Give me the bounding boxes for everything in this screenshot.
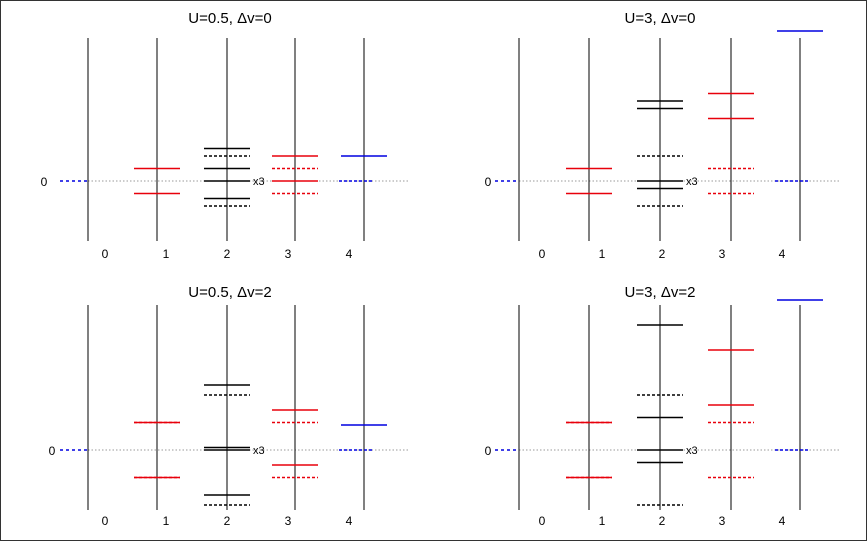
x-tick-label: 0 (539, 514, 546, 528)
panel-title: U=3, Δv=2 (625, 284, 696, 301)
x-tick-label: 4 (779, 247, 786, 261)
x-tick-label: 2 (659, 514, 666, 528)
x-tick-label: 0 (102, 514, 109, 528)
x-tick-label: 1 (163, 247, 170, 261)
panel-u05-dv0: U=0.5, Δv=0 0 0 1 2 3 4 x3 (41, 10, 410, 261)
panel-title: U=3, Δv=0 (625, 10, 696, 27)
x-tick-labels: 0 1 2 3 4 (539, 247, 786, 261)
x-tick-labels: 0 1 2 3 4 (539, 514, 786, 528)
x-tick-label: 4 (779, 514, 786, 528)
x-tick-label: 1 (599, 514, 606, 528)
panel-title: U=0.5, Δv=0 (188, 10, 271, 27)
x-tick-label: 2 (224, 514, 231, 528)
x-tick-label: 2 (224, 247, 231, 261)
x-tick-label: 3 (285, 247, 292, 261)
x-tick-label: 3 (719, 247, 726, 261)
x-tick-label: 1 (599, 247, 606, 261)
x-tick-label: 1 (163, 514, 170, 528)
zero-label: 0 (49, 444, 56, 458)
x-tick-label: 4 (346, 247, 353, 261)
panel-u3-dv0: U=3, Δv=0 0 0 1 2 3 4 x3 (485, 10, 840, 261)
x-tick-label: 3 (719, 514, 726, 528)
panel-u3-dv2: U=3, Δv=2 0 0 1 2 3 4 x3 (485, 284, 840, 528)
degeneracy-label: x3 (253, 445, 265, 457)
panel-u05-dv2: U=0.5, Δv=2 0 0 1 2 3 4 x3 (49, 284, 410, 528)
zero-label: 0 (485, 175, 492, 189)
panel-title: U=0.5, Δv=2 (188, 284, 271, 301)
x-tick-labels: 0 1 2 3 4 (102, 514, 353, 528)
zero-label: 0 (41, 175, 48, 189)
x-tick-label: 3 (285, 514, 292, 528)
x-tick-label: 0 (102, 247, 109, 261)
zero-label: 0 (485, 444, 492, 458)
degeneracy-label: x3 (686, 445, 698, 457)
x-tick-label: 2 (659, 247, 666, 261)
degeneracy-label: x3 (253, 176, 265, 188)
degeneracy-label: x3 (686, 176, 698, 188)
x-tick-labels: 0 1 2 3 4 (102, 247, 353, 261)
x-tick-label: 4 (346, 514, 353, 528)
x-tick-label: 0 (539, 247, 546, 261)
